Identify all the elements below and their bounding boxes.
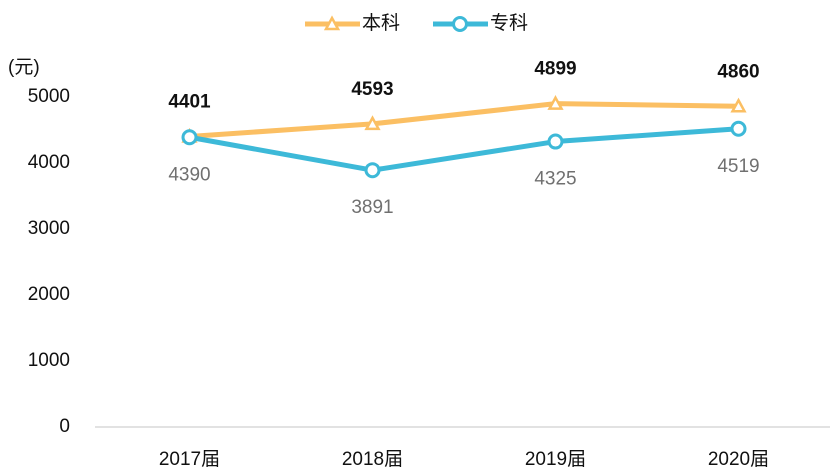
y-tick-label: 2000 — [28, 284, 70, 305]
x-tick-label: 2019届 — [525, 449, 586, 470]
point-marker — [364, 115, 381, 131]
data-label: 4325 — [534, 169, 576, 190]
x-tick-label: 2020届 — [708, 449, 769, 470]
data-label: 4860 — [717, 61, 759, 82]
point-marker — [547, 95, 564, 110]
y-tick-label: 1000 — [28, 350, 70, 371]
y-tick-label: 4000 — [28, 152, 70, 173]
point-marker — [547, 133, 564, 150]
x-tick-label: 2018届 — [342, 449, 403, 470]
point-marker — [364, 162, 381, 179]
legend-label: 本科 — [362, 12, 400, 34]
legend-marker — [452, 16, 468, 32]
data-label: 3891 — [351, 197, 393, 218]
point-marker — [730, 97, 747, 113]
legend-marker — [323, 15, 341, 31]
series-line — [189, 101, 739, 140]
x-tick-label: 2017届 — [159, 449, 220, 470]
y-tick-label: 0 — [59, 416, 70, 437]
legend-label: 专科 — [490, 12, 528, 34]
data-label: 4390 — [168, 164, 210, 185]
y-axis-label: (元) — [8, 57, 40, 78]
point-marker — [730, 120, 747, 137]
data-label: 4401 — [168, 92, 211, 113]
data-label: 4593 — [351, 79, 393, 100]
series-line — [189, 126, 739, 173]
data-label: 4899 — [534, 59, 576, 80]
point-marker — [181, 129, 198, 146]
y-tick-label: 5000 — [28, 86, 70, 107]
data-label: 4519 — [717, 156, 759, 177]
y-tick-label: 3000 — [28, 218, 70, 239]
